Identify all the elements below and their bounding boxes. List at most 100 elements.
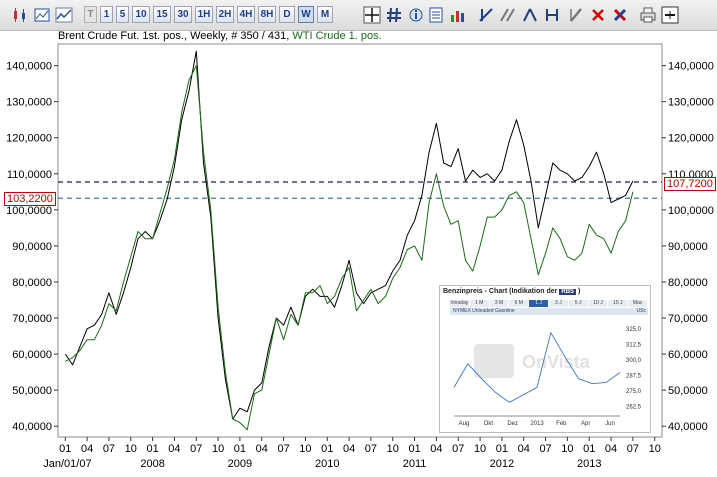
- x-tick-label: 01: [408, 443, 420, 455]
- delete-icon[interactable]: [588, 5, 608, 25]
- timeframe-button-4h[interactable]: 4H: [237, 6, 255, 23]
- parallel-lines-icon: [500, 8, 515, 22]
- x-tick-label: 01: [321, 443, 333, 455]
- grid-icon[interactable]: [384, 5, 404, 25]
- crosshair-icon[interactable]: [362, 5, 382, 25]
- y-tick-label-right: 100,0000: [668, 205, 714, 217]
- y-tick-label-right: 80,0000: [668, 277, 708, 289]
- timeframe-button-10[interactable]: 10: [132, 6, 150, 23]
- window-icon: [661, 6, 679, 24]
- line-chart-icon[interactable]: [54, 5, 74, 25]
- inset-tab[interactable]: 1 M: [469, 300, 490, 307]
- y-tick-label-right: 40,0000: [668, 421, 708, 433]
- timeframe-button-1h[interactable]: 1H: [195, 6, 213, 23]
- watermark-text: OnVista: [522, 352, 591, 372]
- x-tick-label: 07: [277, 443, 289, 455]
- x-tick-label: 10: [299, 443, 311, 455]
- x-tick-label: 01: [234, 443, 246, 455]
- window-icon[interactable]: [660, 5, 680, 25]
- indicator-icon[interactable]: [448, 5, 468, 25]
- y-tick-label-left: 120,0000: [6, 133, 52, 145]
- gasoline-chart-inset: Benzinpreis - Chart (Indikation der RBS )…: [439, 285, 651, 433]
- x-tick-label: 04: [81, 443, 93, 455]
- toolbar: T 1 5 10 15 30 1H 2H 4H 8H D W M: [0, 0, 717, 31]
- inset-tab[interactable]: Max: [628, 300, 648, 307]
- legend-series-wti: WTI Crude 1. pos.: [292, 30, 382, 42]
- timeframe-button-t[interactable]: T: [84, 6, 97, 23]
- x-tick-label: 10: [212, 443, 224, 455]
- y-tick-label-left: 50,0000: [12, 385, 52, 397]
- y-tick-label-left: 90,0000: [12, 241, 52, 253]
- pencil-icon[interactable]: [566, 5, 586, 25]
- y-tick-label-left: 110,0000: [7, 169, 52, 181]
- parallel-lines-icon[interactable]: [498, 5, 518, 25]
- candlestick-icon[interactable]: [10, 5, 30, 25]
- timeframe-button-m[interactable]: M: [317, 6, 333, 23]
- gasoline-series-line: [453, 331, 621, 403]
- inset-tab[interactable]: 1 J: [529, 300, 549, 307]
- x-year-label: Jan/01/07: [43, 458, 91, 470]
- timeframe-button-8h[interactable]: 8H: [258, 6, 276, 23]
- wti-series-line: [65, 65, 634, 431]
- x-tick-label: 10: [387, 443, 399, 455]
- inset-tab[interactable]: 5 J: [568, 300, 589, 307]
- inset-title: Benzinpreis - Chart (Indikation der RBS ): [443, 288, 580, 295]
- chart-legend: Brent Crude Fut. 1st. pos., Weekly, # 35…: [58, 30, 382, 42]
- inset-x-tick-label: 2013: [530, 421, 544, 427]
- legend-series-brent: Brent Crude Fut. 1st. pos.: [58, 30, 184, 42]
- delete-all-icon[interactable]: [610, 5, 630, 25]
- x-tick-label: 07: [452, 443, 464, 455]
- legend-info: , Weekly, # 350 / 431,: [183, 30, 290, 42]
- watermark-logo: [474, 344, 514, 378]
- x-tick-label: 01: [146, 443, 158, 455]
- print-icon[interactable]: [638, 5, 658, 25]
- x-tick-label: 04: [605, 443, 617, 455]
- y-tick-label-right: 90,0000: [668, 241, 708, 253]
- timeframe-button-d[interactable]: D: [279, 6, 295, 23]
- indicator-icon: [451, 11, 464, 22]
- x-tick-label: 04: [256, 443, 268, 455]
- timeframe-button-15[interactable]: 15: [153, 6, 171, 23]
- chart-settings-icon: [34, 8, 50, 22]
- timeframe-button-1[interactable]: 1: [100, 6, 113, 23]
- rbs-logo: RBS: [559, 289, 577, 295]
- timeframe-button-w[interactable]: W: [298, 6, 314, 23]
- fibonacci-icon[interactable]: [520, 5, 540, 25]
- y-tick-label-right: 70,0000: [668, 313, 708, 325]
- price-label-left: 103,2200: [4, 192, 56, 206]
- chart-settings-icon[interactable]: [32, 5, 52, 25]
- inset-tab[interactable]: 10 J: [588, 300, 609, 307]
- inset-tab[interactable]: 15 J: [608, 300, 629, 307]
- info-icon[interactable]: [406, 5, 426, 25]
- y-tick-label-right: 50,0000: [668, 385, 708, 397]
- channel-icon[interactable]: [542, 5, 562, 25]
- x-tick-label: 10: [561, 443, 573, 455]
- x-tick-label: 01: [496, 443, 508, 455]
- x-tick-label: 04: [168, 443, 180, 455]
- x-tick-label: 01: [59, 443, 71, 455]
- inset-x-tick-label: Feb: [556, 421, 567, 427]
- inset-y-tick-label: 275,0: [626, 389, 642, 395]
- scale-icon: [429, 7, 443, 23]
- inset-series-header: NYMEX Unleaded Gasoline USc: [450, 308, 648, 315]
- inset-tab[interactable]: 3 J: [548, 300, 569, 307]
- x-tick-label: 10: [125, 443, 137, 455]
- y-tick-label-left: 100,0000: [6, 205, 52, 217]
- inset-x-tick-label: Aug: [459, 421, 470, 427]
- inset-tab[interactable]: 6 M: [509, 300, 530, 307]
- x-tick-label: 07: [103, 443, 115, 455]
- inset-x-tick-label: Apr: [581, 421, 590, 427]
- x-tick-label: 01: [583, 443, 595, 455]
- timeframe-button-2h[interactable]: 2H: [216, 6, 234, 23]
- inset-y-tick-label: 300,0: [626, 358, 642, 364]
- x-tick-label: 07: [539, 443, 551, 455]
- trendline-icon[interactable]: [476, 5, 496, 25]
- timeframe-button-5[interactable]: 5: [116, 6, 129, 23]
- inset-tab[interactable]: 3 M: [489, 300, 510, 307]
- scale-icon[interactable]: [426, 5, 446, 25]
- timeframe-button-30[interactable]: 30: [174, 6, 192, 23]
- x-tick-label: 04: [430, 443, 442, 455]
- inset-y-tick-label: 312,5: [626, 342, 642, 348]
- inset-tab[interactable]: Intraday: [450, 300, 470, 307]
